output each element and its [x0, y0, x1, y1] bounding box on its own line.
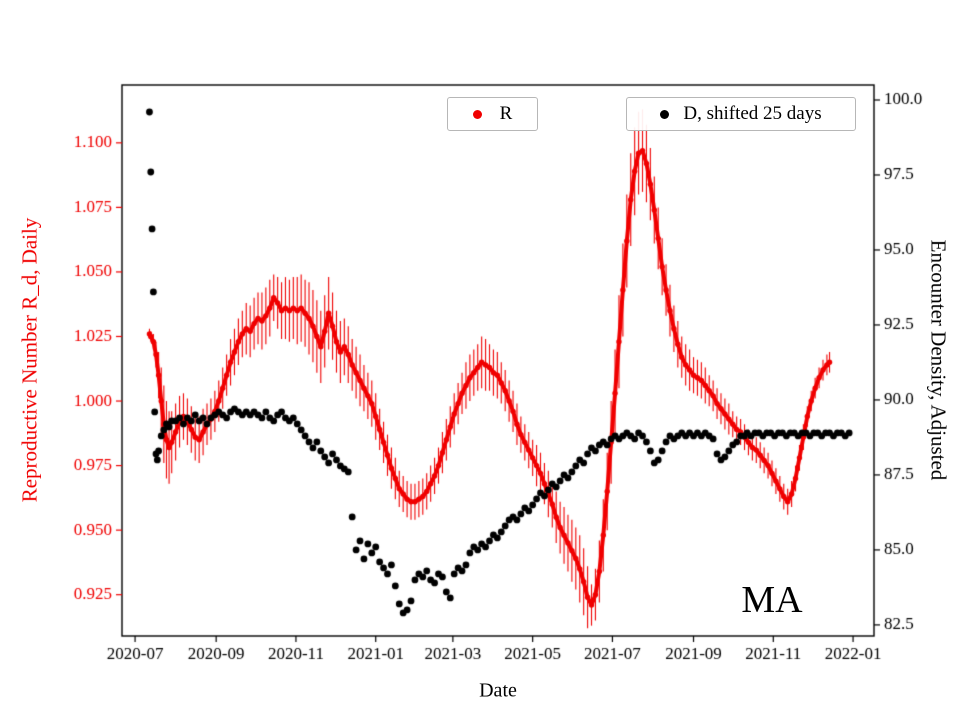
- legend-d-label: D, shifted 25 days: [683, 103, 822, 124]
- legend-r: R: [447, 97, 538, 131]
- legend-d: D, shifted 25 days: [626, 97, 856, 131]
- left-axis-title: Reproductive Number R_d, Daily: [17, 217, 42, 503]
- x-axis-title: Date: [479, 679, 517, 702]
- right-axis-title: Encounter Density, Adjusted: [926, 239, 951, 481]
- region-annotation: MA: [741, 579, 803, 621]
- legend-r-label: R: [499, 103, 513, 124]
- legend-d-marker-icon: [660, 109, 670, 119]
- legend-r-marker-icon: [472, 109, 482, 119]
